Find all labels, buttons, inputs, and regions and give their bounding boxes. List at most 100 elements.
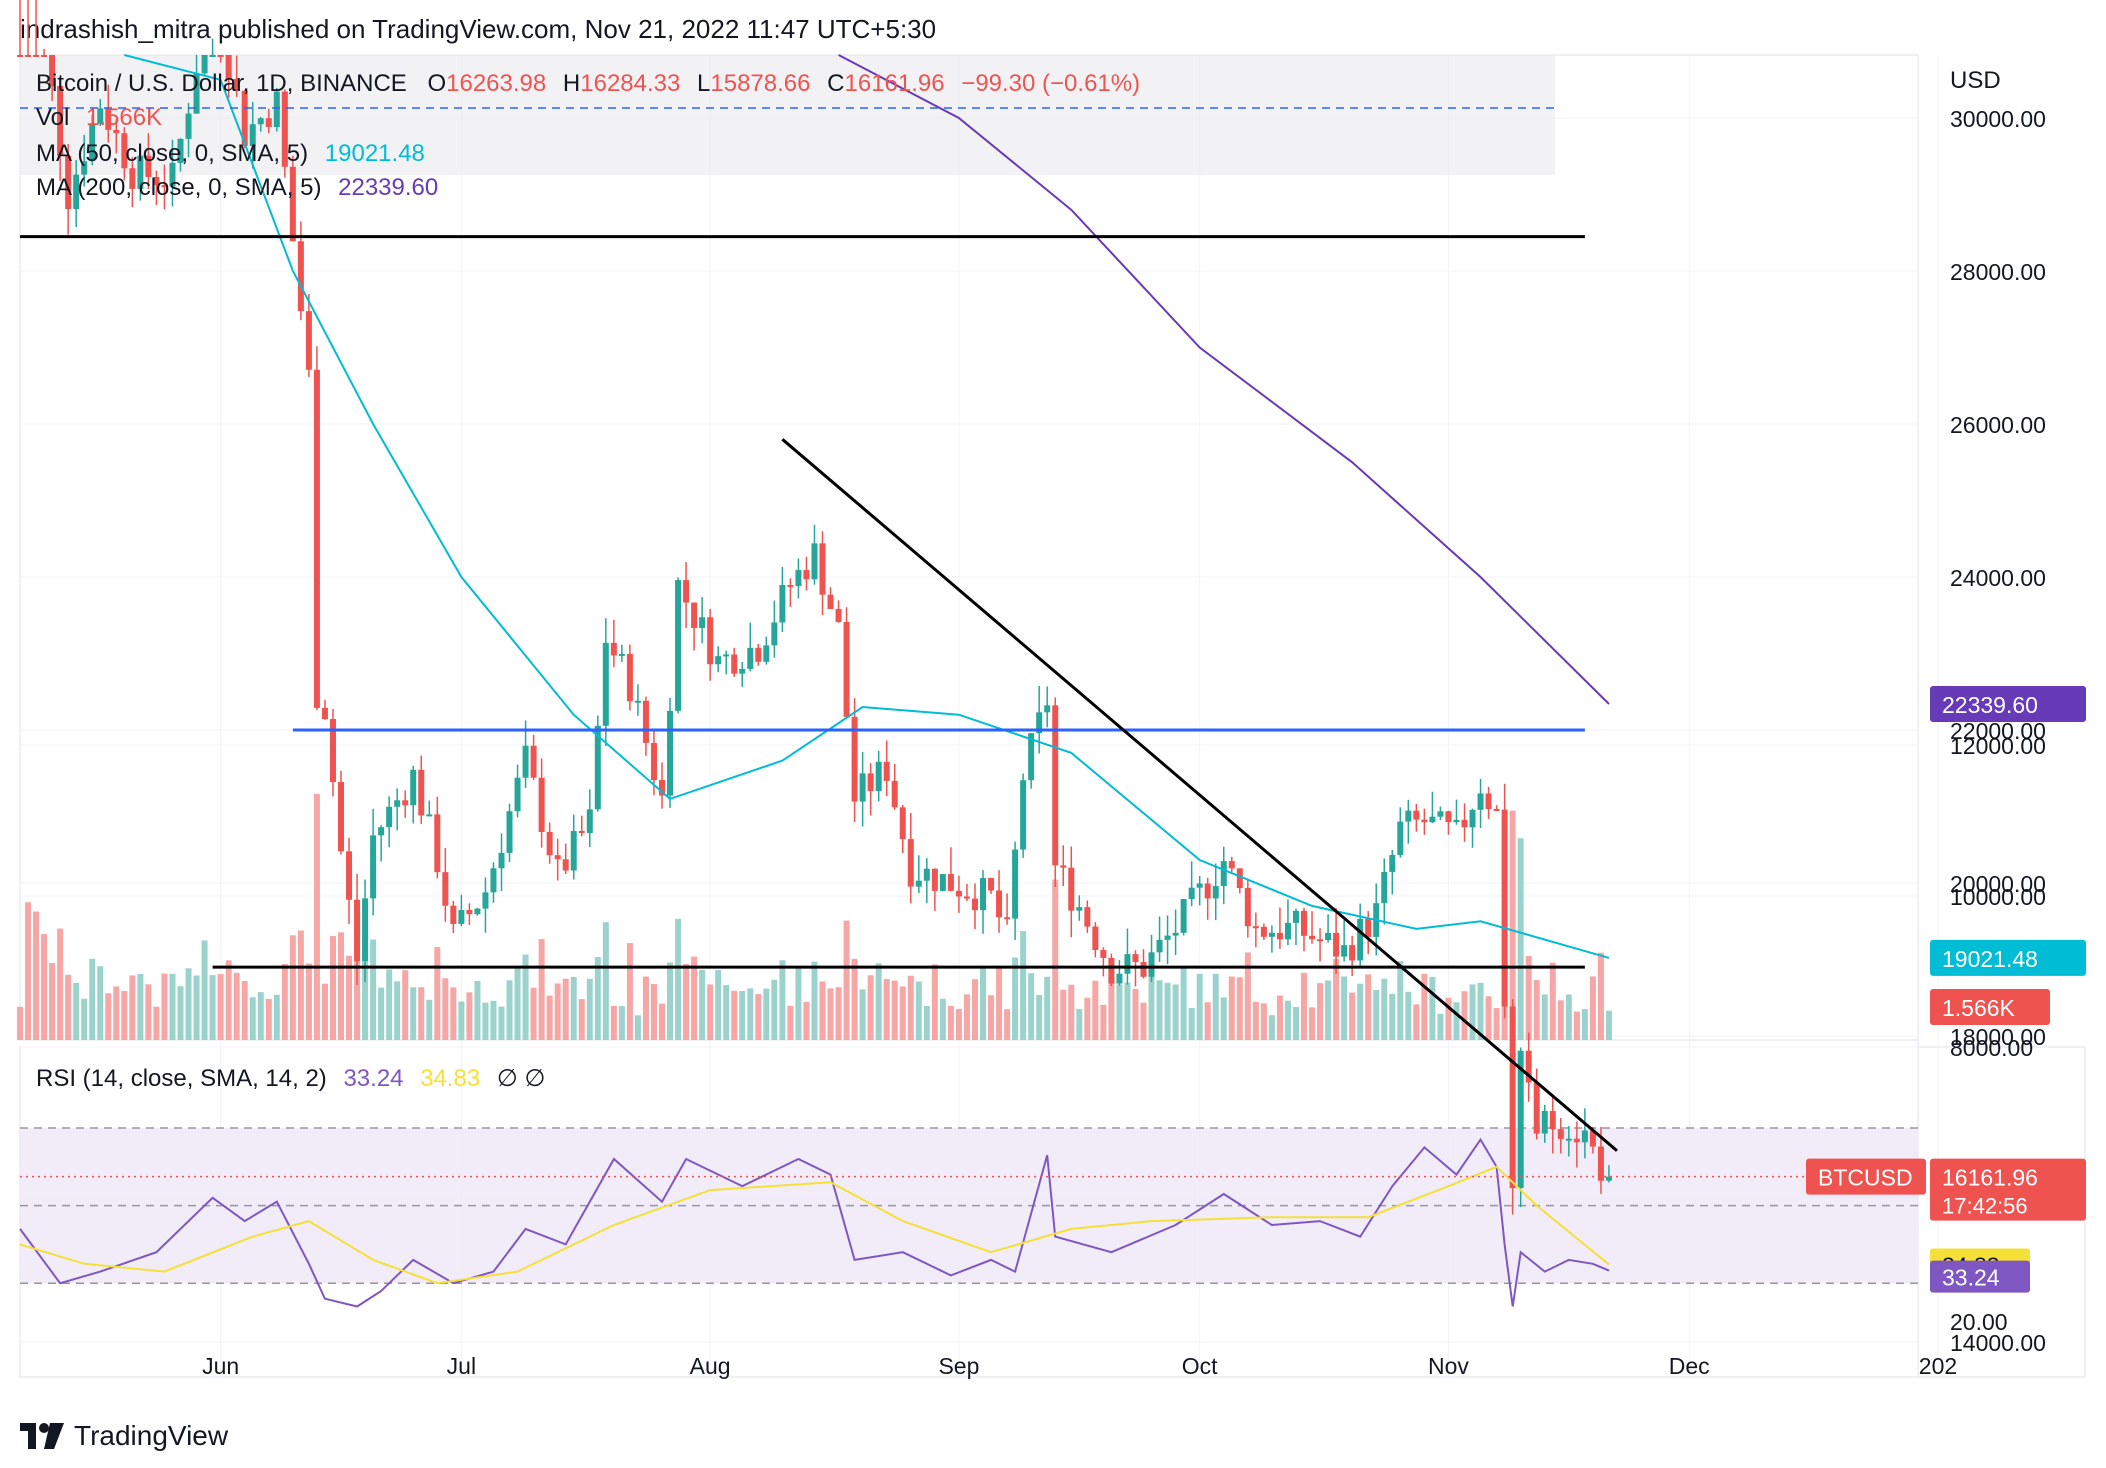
candle-body (1244, 888, 1251, 927)
price-tick-label: 28000.00 (1950, 259, 2046, 285)
low-value: 15878.66 (710, 70, 811, 97)
volume-bar (859, 989, 866, 1040)
candle-body (763, 645, 770, 662)
ma50-price-tag-text: 19021.48 (1942, 946, 2038, 972)
volume-bar (803, 1001, 810, 1040)
volume-bar (426, 999, 433, 1040)
volume-bar (955, 1008, 962, 1040)
volume-bar (233, 972, 240, 1040)
candle-body (378, 827, 385, 836)
candle-body (81, 161, 88, 175)
volume-bar (1589, 976, 1596, 1040)
volume-bar (707, 984, 714, 1040)
volume-bar (618, 1006, 625, 1040)
candle-body (1309, 935, 1316, 940)
volume-bar (1052, 879, 1059, 1040)
ma50-price-tag-bg (1930, 939, 2086, 976)
candle-body (779, 585, 786, 623)
volume-bar (923, 1005, 930, 1040)
candle-body (418, 769, 425, 816)
volume-bar (209, 975, 216, 1040)
candle-body (25, 55, 32, 57)
volume-bar (980, 967, 986, 1040)
candle-body (1020, 780, 1027, 850)
volume-bar (538, 939, 545, 1040)
candle-body (1325, 932, 1332, 940)
volume-bar (939, 998, 946, 1040)
candle-body (506, 811, 513, 853)
volume-bar (1044, 976, 1051, 1040)
volume-tag-text: 1.566K (1942, 995, 2016, 1021)
candle-body (209, 55, 216, 57)
candle-body (1204, 883, 1211, 899)
rsi-line (19, 1137, 1610, 1308)
countdown-tag-text: 17:42:56 (1942, 1194, 2028, 1219)
currency-label: USD (1950, 67, 2001, 94)
volume-bar (931, 964, 938, 1040)
volume-bar (1549, 962, 1556, 1040)
rsi-value-tag: 33.24 (1930, 1260, 2030, 1293)
candle-body (354, 899, 361, 962)
volume-bar (699, 969, 706, 1040)
candle-body (899, 807, 906, 840)
candle-body (1172, 932, 1179, 936)
price-tags: 22339.60 19021.48 BTCUSD 16161.96 17:42:56 1.… (1806, 686, 2086, 1293)
candle-body (915, 880, 922, 887)
rsi-tick-label: 20.00 (1950, 1309, 2008, 1335)
candle-body (1212, 886, 1219, 899)
volume-bar (225, 960, 232, 1040)
candle-body (980, 878, 986, 911)
candle-body (835, 608, 842, 622)
candle-body (875, 761, 882, 792)
volume-bar (1148, 966, 1155, 1040)
volume-bar (81, 998, 88, 1040)
volume-bar (273, 994, 280, 1040)
last-price-tag-bg (1930, 1158, 2086, 1221)
volume-bar (1180, 967, 1187, 1040)
candle-body (1469, 809, 1476, 828)
candle-body (1220, 861, 1227, 887)
candle-body (321, 707, 328, 720)
candle-body (185, 113, 192, 139)
volume-tag: 1.566K (1930, 989, 2050, 1025)
time-tick-label: Nov (1428, 1353, 1469, 1379)
volume-bar (1541, 994, 1548, 1040)
candle-body (201, 55, 208, 74)
candle-body (1413, 810, 1420, 820)
candle-body (273, 91, 280, 128)
candle-body (546, 831, 553, 856)
candle-body (1389, 854, 1396, 872)
candle-body (177, 138, 184, 163)
volume-bar (65, 974, 72, 1040)
candle-body (161, 185, 168, 188)
volume-bar (1413, 1004, 1420, 1040)
volume-bar (1292, 1007, 1299, 1040)
volume-bar (1020, 931, 1027, 1040)
volume-bar (1004, 1009, 1011, 1040)
candle-body (1252, 926, 1259, 929)
volume-bar (450, 987, 457, 1040)
candle-body (626, 653, 633, 702)
candle-body (1525, 1050, 1532, 1083)
candle-body (1132, 954, 1139, 963)
volume-bar (1477, 982, 1484, 1040)
price-tick-label: 8000.00 (1950, 1035, 2033, 1061)
candle-body (811, 543, 818, 580)
tradingview-logo-icon (20, 1423, 64, 1449)
candle-body (113, 129, 120, 134)
change-value: −99.30 (−0.61%) (961, 70, 1141, 97)
volume-bar (177, 986, 184, 1040)
candle-body (1397, 821, 1404, 855)
candle-body (1333, 932, 1340, 957)
tradingview-brand[interactable]: TradingView (20, 1420, 228, 1452)
volume-bar (546, 995, 553, 1040)
candle-body (474, 908, 481, 915)
candle-body (89, 123, 96, 162)
volume-bar (1397, 961, 1404, 1040)
volume-bar (1220, 997, 1227, 1040)
candle-body (65, 155, 72, 210)
volume-bar (1557, 1000, 1564, 1040)
volume-bar (747, 988, 754, 1040)
candle-body (1477, 793, 1484, 810)
